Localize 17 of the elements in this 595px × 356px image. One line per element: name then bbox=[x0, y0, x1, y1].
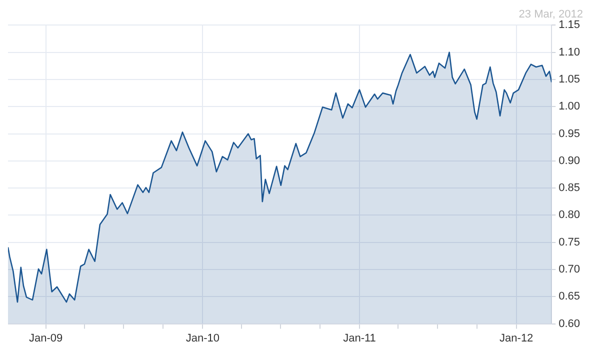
y-tick-label: 1.00 bbox=[558, 100, 580, 113]
x-tick-label: Jan-11 bbox=[343, 332, 376, 344]
y-tick-label: 0.60 bbox=[558, 318, 580, 330]
x-tick-label: Jan-12 bbox=[500, 332, 534, 344]
y-tick-label: 0.65 bbox=[558, 290, 580, 303]
y-tick-label: 1.05 bbox=[558, 74, 580, 86]
chart-subtitle: 23 Mar, 2012 bbox=[518, 8, 583, 21]
y-tick-label: 0.70 bbox=[558, 264, 580, 276]
y-tick-label: 1.10 bbox=[558, 46, 580, 58]
x-tick-label: Jan-09 bbox=[28, 332, 63, 344]
y-tick-label: 0.90 bbox=[558, 154, 580, 167]
y-tick-label: 0.75 bbox=[558, 236, 580, 248]
y-tick-label: 0.95 bbox=[558, 128, 580, 140]
y-tick-label: 0.80 bbox=[558, 209, 580, 222]
y-tick-label: 1.15 bbox=[558, 19, 580, 32]
x-tick-label: Jan-10 bbox=[186, 332, 220, 344]
y-tick-label: 0.85 bbox=[558, 182, 580, 194]
